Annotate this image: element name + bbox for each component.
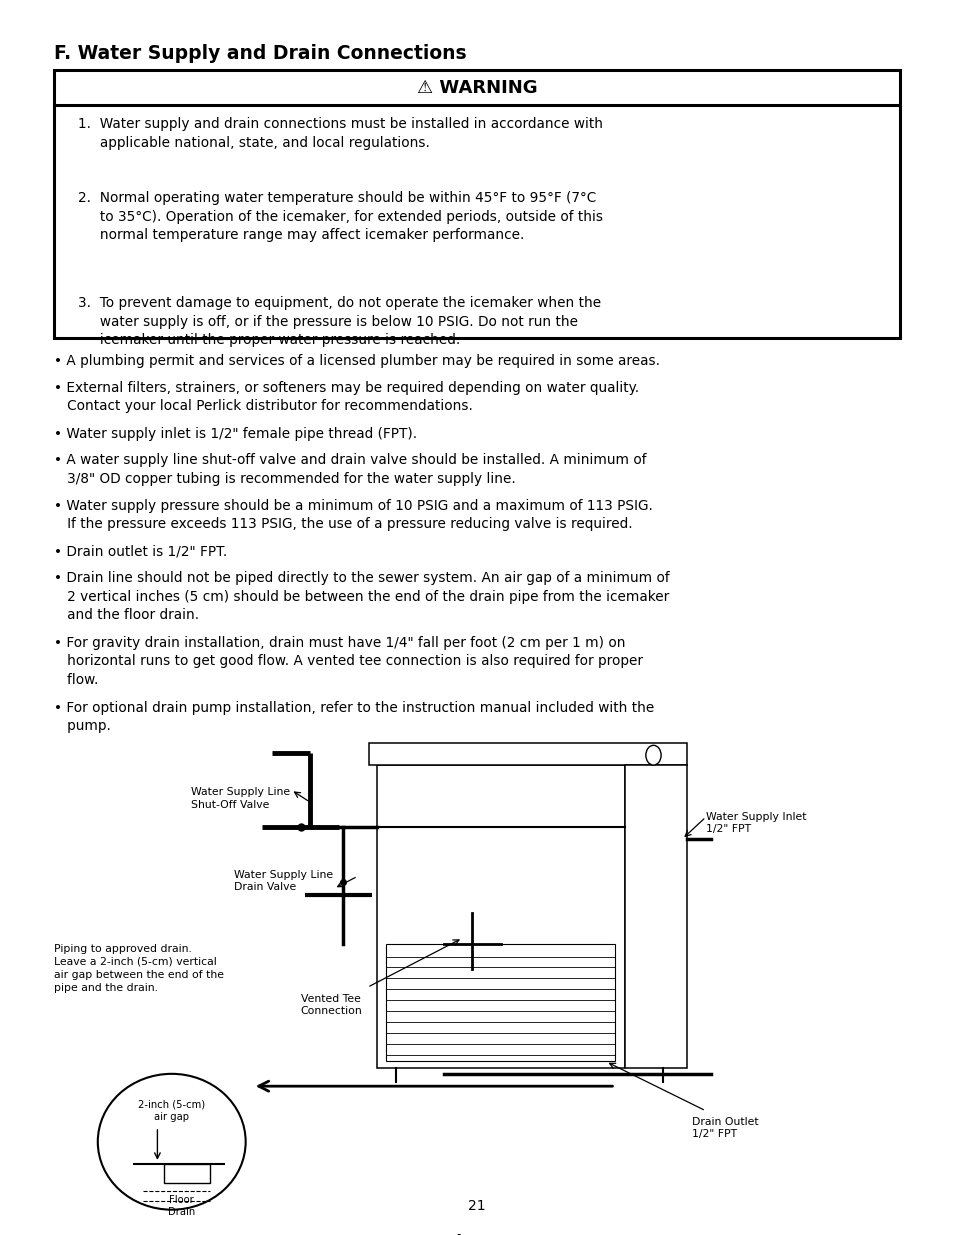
Text: 3.  To prevent damage to equipment, do not operate the icemaker when the
     wa: 3. To prevent damage to equipment, do no…: [78, 296, 600, 347]
Bar: [164, 1163, 210, 1183]
Text: • Drain outlet is 1/2" FPT.: • Drain outlet is 1/2" FPT.: [54, 545, 228, 558]
Text: Vented Tee
Connection: Vented Tee Connection: [300, 993, 362, 1016]
Text: • A water supply line shut-off valve and drain valve should be installed. A mini: • A water supply line shut-off valve and…: [54, 453, 646, 485]
Text: 2-inch (5-cm)
air gap: 2-inch (5-cm) air gap: [138, 1099, 205, 1123]
Bar: [376, 764, 624, 1067]
Text: • Drain line should not be piped directly to the sewer system. An air gap of a m: • Drain line should not be piped directl…: [54, 571, 669, 622]
Text: • Water supply inlet is 1/2" female pipe thread (FPT).: • Water supply inlet is 1/2" female pipe…: [54, 427, 417, 441]
Text: 1.  Water supply and drain connections must be installed in accordance with
    : 1. Water supply and drain connections mu…: [78, 117, 602, 149]
Text: • For gravity drain installation, drain must have 1/4" fall per foot (2 cm per 1: • For gravity drain installation, drain …: [54, 636, 642, 687]
Text: Water Supply Line
Shut-Off Valve: Water Supply Line Shut-Off Valve: [191, 788, 290, 810]
Text: 2.  Normal operating water temperature should be within 45°F to 95°F (7°C
     t: 2. Normal operating water temperature sh…: [78, 191, 602, 242]
Text: • A plumbing permit and services of a licensed plumber may be required in some a: • A plumbing permit and services of a li…: [54, 354, 659, 368]
Circle shape: [645, 746, 660, 764]
Text: Piping to approved drain.
Leave a 2-inch (5-cm) vertical
air gap between the end: Piping to approved drain. Leave a 2-inch…: [54, 944, 224, 993]
Text: • For optional drain pump installation, refer to the instruction manual included: • For optional drain pump installation, …: [54, 701, 654, 734]
Text: Drain Outlet
1/2" FPT: Drain Outlet 1/2" FPT: [691, 1116, 758, 1140]
Text: Water Supply Inlet
1/2" FPT: Water Supply Inlet 1/2" FPT: [705, 813, 805, 835]
Text: Floor
Drain: Floor Drain: [168, 1195, 194, 1218]
Bar: [369, 742, 686, 764]
Bar: [386, 944, 615, 1061]
Bar: [54, 70, 899, 338]
Text: F. Water Supply and Drain Connections: F. Water Supply and Drain Connections: [54, 44, 467, 63]
Text: ⚠ WARNING: ⚠ WARNING: [416, 79, 537, 96]
Text: • Water supply pressure should be a minimum of 10 PSIG and a maximum of 113 PSIG: • Water supply pressure should be a mini…: [54, 499, 653, 531]
Bar: [624, 764, 686, 1067]
Ellipse shape: [97, 1073, 246, 1210]
Text: • External filters, strainers, or softeners may be required depending on water q: • External filters, strainers, or soften…: [54, 380, 639, 414]
Text: 21: 21: [468, 1199, 485, 1213]
Text: Water Supply Line
Drain Valve: Water Supply Line Drain Valve: [233, 869, 333, 893]
